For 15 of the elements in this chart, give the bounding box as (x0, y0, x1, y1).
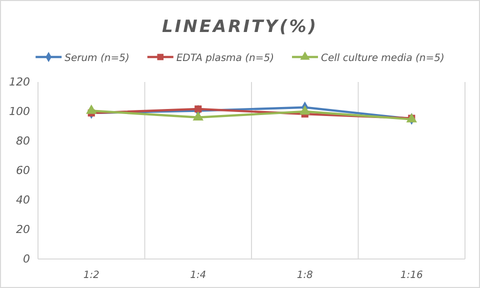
y-tick-label: 0 (23, 252, 30, 266)
y-tick-label: 60 (16, 164, 30, 178)
x-tick-label: 1:2 (83, 270, 100, 282)
legend-label: Cell culture media (n=5) (320, 53, 444, 64)
legend-label: EDTA plasma (n=5) (176, 53, 274, 64)
y-tick-label: 80 (16, 134, 30, 148)
y-tick-label: 40 (16, 194, 30, 207)
x-tick-label: 1:8 (296, 270, 313, 282)
x-tick-label: 1:16 (400, 270, 423, 282)
legend-label: Serum (n=5) (64, 53, 130, 64)
x-tick-label: 1:4 (190, 270, 206, 282)
y-tick-label: 100 (9, 105, 30, 118)
y-tick-label: 20 (16, 223, 30, 236)
y-tick-label: 120 (9, 76, 30, 89)
chart-title: LINEARITY(%) (162, 17, 318, 37)
